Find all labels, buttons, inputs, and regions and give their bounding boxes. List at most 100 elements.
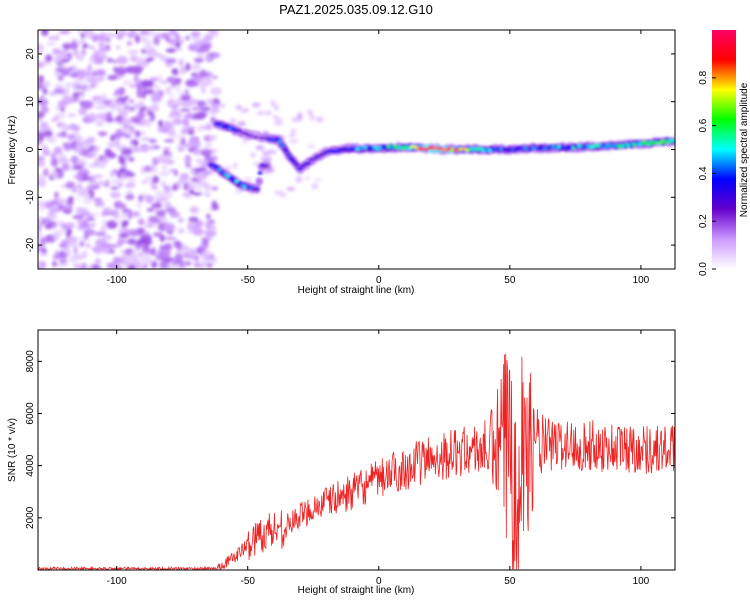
noise-blob (199, 44, 210, 53)
noise-blob (60, 123, 66, 131)
noise-blob (131, 65, 143, 74)
noise-blob (187, 183, 196, 190)
noise-blob (84, 31, 92, 39)
noise-blob (205, 193, 211, 197)
noise-blob (95, 145, 101, 152)
noise-blob (42, 149, 51, 156)
noise-blob (141, 253, 151, 258)
noise-blob (71, 186, 78, 193)
noise-blob (56, 220, 65, 225)
noise-blob (164, 190, 174, 199)
noise-blob (105, 44, 111, 52)
noise-blob (74, 80, 79, 89)
noise-blob (305, 175, 310, 181)
noise-blob (205, 143, 213, 147)
noise-blob (179, 108, 191, 112)
snr-series-line (38, 353, 675, 570)
noise-blob (190, 63, 201, 71)
noise-blob (131, 249, 140, 258)
noise-blob (152, 158, 159, 167)
noise-blob (38, 200, 47, 206)
tick-label: 0.4 (698, 166, 709, 180)
ridge-core (311, 157, 317, 161)
noise-blob (184, 89, 189, 95)
noise-blob (201, 237, 213, 241)
figure-title: PAZ1.2025.035.09.12.G10 (279, 2, 433, 17)
noise-blob (185, 62, 191, 72)
noise-blob (165, 86, 171, 95)
colorbar: 0.0 0.2 0.4 0.6 0.8 Normalized spectral ampl… (698, 30, 750, 276)
noise-blob (220, 104, 226, 108)
ridge-core (217, 168, 223, 172)
noise-blob (76, 207, 89, 212)
noise-blob (55, 106, 63, 110)
noise-blob (52, 48, 62, 55)
noise-blob (113, 66, 118, 73)
snr-x-label: Height of straight line (km) (298, 585, 415, 596)
noise-blob (201, 250, 212, 255)
noise-blob (127, 179, 137, 184)
noise-blob (210, 87, 222, 96)
ridge-core (277, 140, 283, 144)
noise-blob (100, 242, 108, 249)
noise-blob (38, 43, 44, 52)
noise-blob (158, 119, 164, 128)
noise-blob (87, 228, 94, 235)
noise-blob (190, 76, 199, 81)
noise-blob (72, 215, 85, 220)
noise-blob (43, 130, 53, 138)
noise-blob (156, 211, 162, 216)
tick-label: 0.6 (698, 118, 709, 132)
noise-blob (297, 112, 303, 120)
ridge-core (294, 162, 300, 167)
noise-blob (144, 165, 151, 172)
noise-layer (38, 30, 324, 269)
noise-blob (273, 120, 284, 126)
noise-blob (311, 183, 319, 190)
noise-blob (105, 220, 118, 229)
ridge-core (288, 157, 294, 161)
noise-blob (190, 31, 201, 38)
noise-blob (56, 132, 62, 138)
noise-blob (95, 199, 100, 207)
noise-blob (109, 191, 121, 199)
noise-blob (91, 33, 100, 42)
noise-blob (208, 135, 217, 141)
tick-label: 2000 (25, 506, 36, 529)
noise-blob (46, 41, 56, 47)
noise-blob (165, 242, 172, 252)
noise-blob (88, 112, 96, 120)
noise-blob (140, 234, 153, 242)
noise-blob (141, 179, 149, 185)
noise-blob (169, 93, 175, 99)
noise-blob (189, 249, 197, 258)
noise-blob (57, 157, 70, 164)
noise-blob (60, 130, 67, 138)
noise-blob (158, 154, 169, 164)
noise-blob (151, 202, 163, 209)
noise-blob (144, 176, 155, 181)
ridge-core (280, 143, 285, 148)
noise-blob (112, 59, 118, 64)
noise-blob (76, 71, 89, 77)
noise-blob (119, 167, 127, 173)
noise-blob (124, 133, 132, 139)
noise-blob (38, 49, 45, 55)
noise-blob (158, 93, 163, 99)
noise-blob (109, 181, 119, 185)
noise-blob (190, 98, 198, 106)
noise-blob (152, 84, 160, 90)
noise-blob (172, 118, 183, 126)
noise-blob (72, 243, 79, 249)
noise-blob (76, 183, 83, 189)
noise-blob (178, 217, 184, 223)
noise-blob (114, 211, 119, 220)
noise-blob (82, 43, 88, 49)
noise-blob (313, 178, 322, 182)
noise-blob (58, 30, 71, 35)
snr-frame (37, 329, 676, 571)
noise-blob (84, 232, 89, 240)
noise-blob (75, 140, 83, 150)
tick-label: 0.0 (698, 262, 709, 276)
noise-blob (64, 82, 77, 88)
